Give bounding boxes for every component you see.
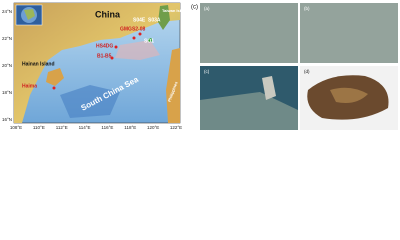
globe-land: [24, 9, 35, 20]
lat-tick-label: 22°N: [2, 36, 12, 41]
place-label: Taiwan Island: [162, 8, 188, 13]
site-marker: [52, 86, 56, 90]
place-label: HS4DG: [96, 43, 113, 49]
lon-tick-label: 116°E: [101, 125, 113, 130]
photo-panel: (c) (a) (b) (c) (d): [191, 3, 398, 130]
subpanel-label: (c): [204, 69, 210, 74]
place-label: China: [95, 9, 121, 19]
lon-tick-label: 108°E: [10, 125, 22, 130]
subpanel-label: (a): [204, 6, 210, 11]
site-marker: [148, 38, 152, 42]
site-marker: [132, 36, 136, 40]
lon-tick-label: 110°E: [33, 125, 45, 130]
seafloor: [200, 92, 298, 130]
slope-zone: [115, 40, 160, 60]
rock-texture: [330, 87, 368, 103]
figure: China Taiwan Island S04E S03A GMGS2-08 S…: [2, 2, 398, 130]
lat-axis: 24°N 22°N 20°N 18°N 16°N: [2, 9, 12, 122]
place-label: Haima: [22, 83, 37, 89]
subpanel-label: (b): [304, 6, 310, 11]
place-label: S04E: [133, 17, 146, 23]
lon-axis: 108°E 110°E 112°E 114°E 116°E 118°E 120°E 122°E: [10, 125, 182, 130]
place-label: SO1: [144, 38, 154, 44]
photo: [200, 3, 298, 63]
subpanel-label: (d): [304, 69, 310, 74]
place-label: GMGS2-08: [120, 26, 146, 32]
site-marker: [110, 56, 114, 60]
lon-tick-label: 114°E: [79, 125, 91, 130]
map-panel: China Taiwan Island S04E S03A GMGS2-08 S…: [2, 2, 188, 130]
lon-tick-label: 118°E: [124, 125, 136, 130]
site-marker: [138, 32, 142, 36]
lat-tick-label: 20°N: [2, 63, 12, 68]
lon-tick-label: 122°E: [170, 125, 182, 130]
site-marker: [114, 45, 118, 49]
rov-arm: [262, 76, 276, 100]
lat-tick-label: 18°N: [2, 90, 12, 95]
place-label: B1-B5: [97, 53, 112, 59]
taiwan-shape: [158, 5, 170, 30]
deep-basin: [60, 85, 120, 118]
philippines-shape: [166, 48, 180, 123]
place-label: S03A: [148, 17, 161, 23]
hainan-shape: [46, 68, 64, 86]
place-label: Hainan Island: [22, 61, 55, 67]
panel-label: (c): [191, 5, 198, 11]
lon-tick-label: 112°E: [56, 125, 68, 130]
mainland: [14, 3, 180, 123]
lat-tick-label: 24°N: [2, 9, 12, 14]
photo: [300, 3, 398, 63]
lat-tick-label: 16°N: [2, 117, 12, 122]
lon-tick-label: 120°E: [147, 125, 159, 130]
